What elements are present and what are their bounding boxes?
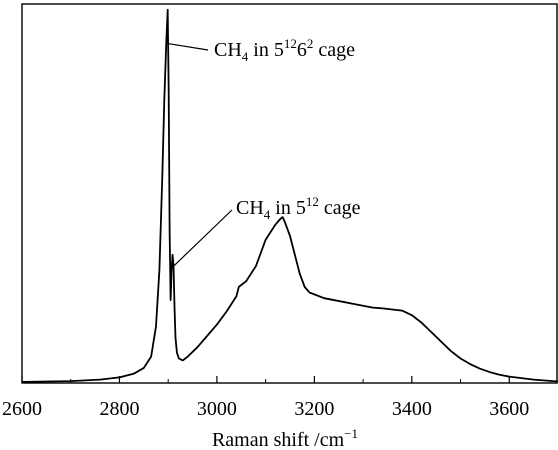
annotation-text: in 5 [248, 39, 284, 61]
series-line-0 [21, 8, 558, 383]
plot-border [21, 3, 558, 384]
annotation-superscript: 12 [284, 36, 297, 51]
annotation-subscript: 4 [264, 207, 271, 222]
x-tick-label-3000: 3000 [197, 398, 237, 420]
x-axis-label-main: Raman shift /cm [212, 429, 345, 450]
annotation-text: CH [236, 197, 264, 219]
x-axis-label-superscript: −1 [344, 426, 358, 441]
annotation-subscript: 4 [242, 49, 249, 64]
annotation-text: cage [319, 197, 361, 219]
x-axis-label: Raman shift /cm−1 [212, 426, 358, 450]
x-axis-tick-labels: 2600 2800 3000 3200 3400 3600 [2, 398, 529, 420]
annotation-label-0: CH4 in 51262 cage [214, 36, 355, 64]
x-tick-label-3400: 3400 [392, 398, 432, 420]
annotation-superscript: 2 [307, 36, 314, 51]
annotation-text: CH [214, 39, 242, 61]
annotation-label-1: CH4 in 512 cage [236, 194, 361, 222]
plot-frame [21, 3, 558, 384]
annotation-leader-1 [173, 209, 233, 267]
annotation-superscript: 12 [306, 194, 319, 209]
x-axis-ticks [21, 376, 510, 383]
x-tick-label-3200: 3200 [294, 398, 334, 420]
annotation-text: in 5 [270, 197, 306, 219]
x-tick-label-2600: 2600 [2, 398, 42, 420]
x-tick-label-3600: 3600 [489, 398, 529, 420]
annotation-text: 6 [297, 39, 307, 61]
annotation-leader-0 [168, 43, 209, 51]
series-group [21, 8, 558, 383]
x-tick-label-2800: 2800 [99, 398, 139, 420]
annotation-text: cage [313, 39, 355, 61]
